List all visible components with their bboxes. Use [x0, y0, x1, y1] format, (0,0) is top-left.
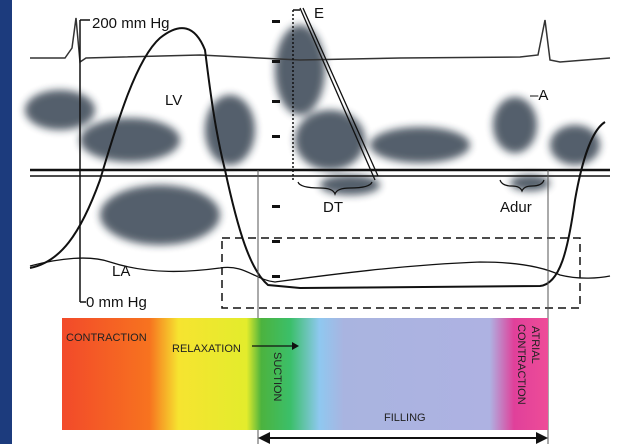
lv-pressure — [29, 27, 606, 290]
phase-band — [62, 318, 548, 430]
phase-label: CONTRACTION — [66, 332, 147, 344]
doppler-signal — [25, 25, 600, 245]
phase-label: FILLING — [384, 412, 426, 424]
curve-label: LA — [112, 263, 130, 280]
adur-bracket — [499, 179, 545, 193]
ecg-trace — [30, 17, 611, 64]
wave-label: –A — [530, 87, 548, 104]
axis-label: 0 mm Hg — [86, 294, 147, 311]
filling-box — [221, 237, 581, 309]
phase-label: CONTRACTION — [515, 324, 527, 405]
curve-label: LV — [165, 92, 182, 109]
deceleration-slope — [299, 7, 379, 181]
phase-label: ATRIAL — [529, 326, 541, 364]
interval-label: DT — [323, 199, 343, 216]
dt-bracket — [297, 181, 373, 196]
axis-label: 200 mm Hg — [92, 15, 170, 32]
frame-edge — [0, 0, 12, 444]
phase-label: RELAXATION — [172, 343, 241, 355]
phase-label: SUCTION — [271, 352, 283, 402]
arrow-head — [292, 342, 299, 350]
wave-label: E — [314, 5, 324, 22]
scale-marks — [272, 20, 280, 278]
interval-label: Adur — [500, 199, 532, 216]
la-pressure — [29, 257, 611, 283]
